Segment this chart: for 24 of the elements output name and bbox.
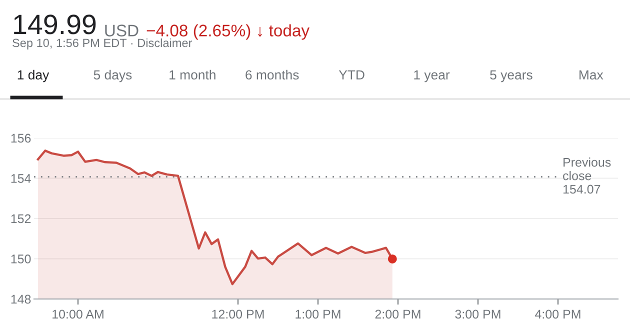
text: USD [105, 24, 138, 36]
y-tick-label: 152 [11, 214, 31, 224]
text: 1 year [414, 70, 450, 82]
x-tick-label: 10:00 AM [52, 310, 104, 319]
text: 1 day [18, 70, 50, 82]
x-tick-label: 4:00 PM [535, 310, 580, 319]
text: 6 months [246, 70, 299, 80]
y-tick-label: 156 [11, 134, 31, 143]
y-tick-label: 154 [11, 174, 31, 183]
text: YTD [338, 70, 364, 80]
x-tick-label: 2:00 PM [375, 310, 420, 319]
text: −4.08 (2.65%) ↓ today [146, 24, 310, 40]
y-tick-label: 148 [11, 294, 31, 304]
chart-subtitle: Sep 10, 1:56 PM EDT · Disclaimer [12, 38, 192, 50]
text: Max [580, 70, 604, 80]
text: 5 days [94, 70, 132, 82]
ref-line-label: Previous close 154.07 [563, 158, 611, 194]
chart-title: 149.99 [14, 14, 96, 34]
text: 1 month [170, 70, 216, 80]
x-tick-label: 1:00 PM [296, 310, 340, 319]
y-tick-label: 150 [11, 254, 31, 264]
text: 5 years [490, 70, 532, 82]
x-tick-label: 12:00 PM [212, 310, 264, 319]
x-tick-label: 3:00 PM [455, 310, 500, 319]
